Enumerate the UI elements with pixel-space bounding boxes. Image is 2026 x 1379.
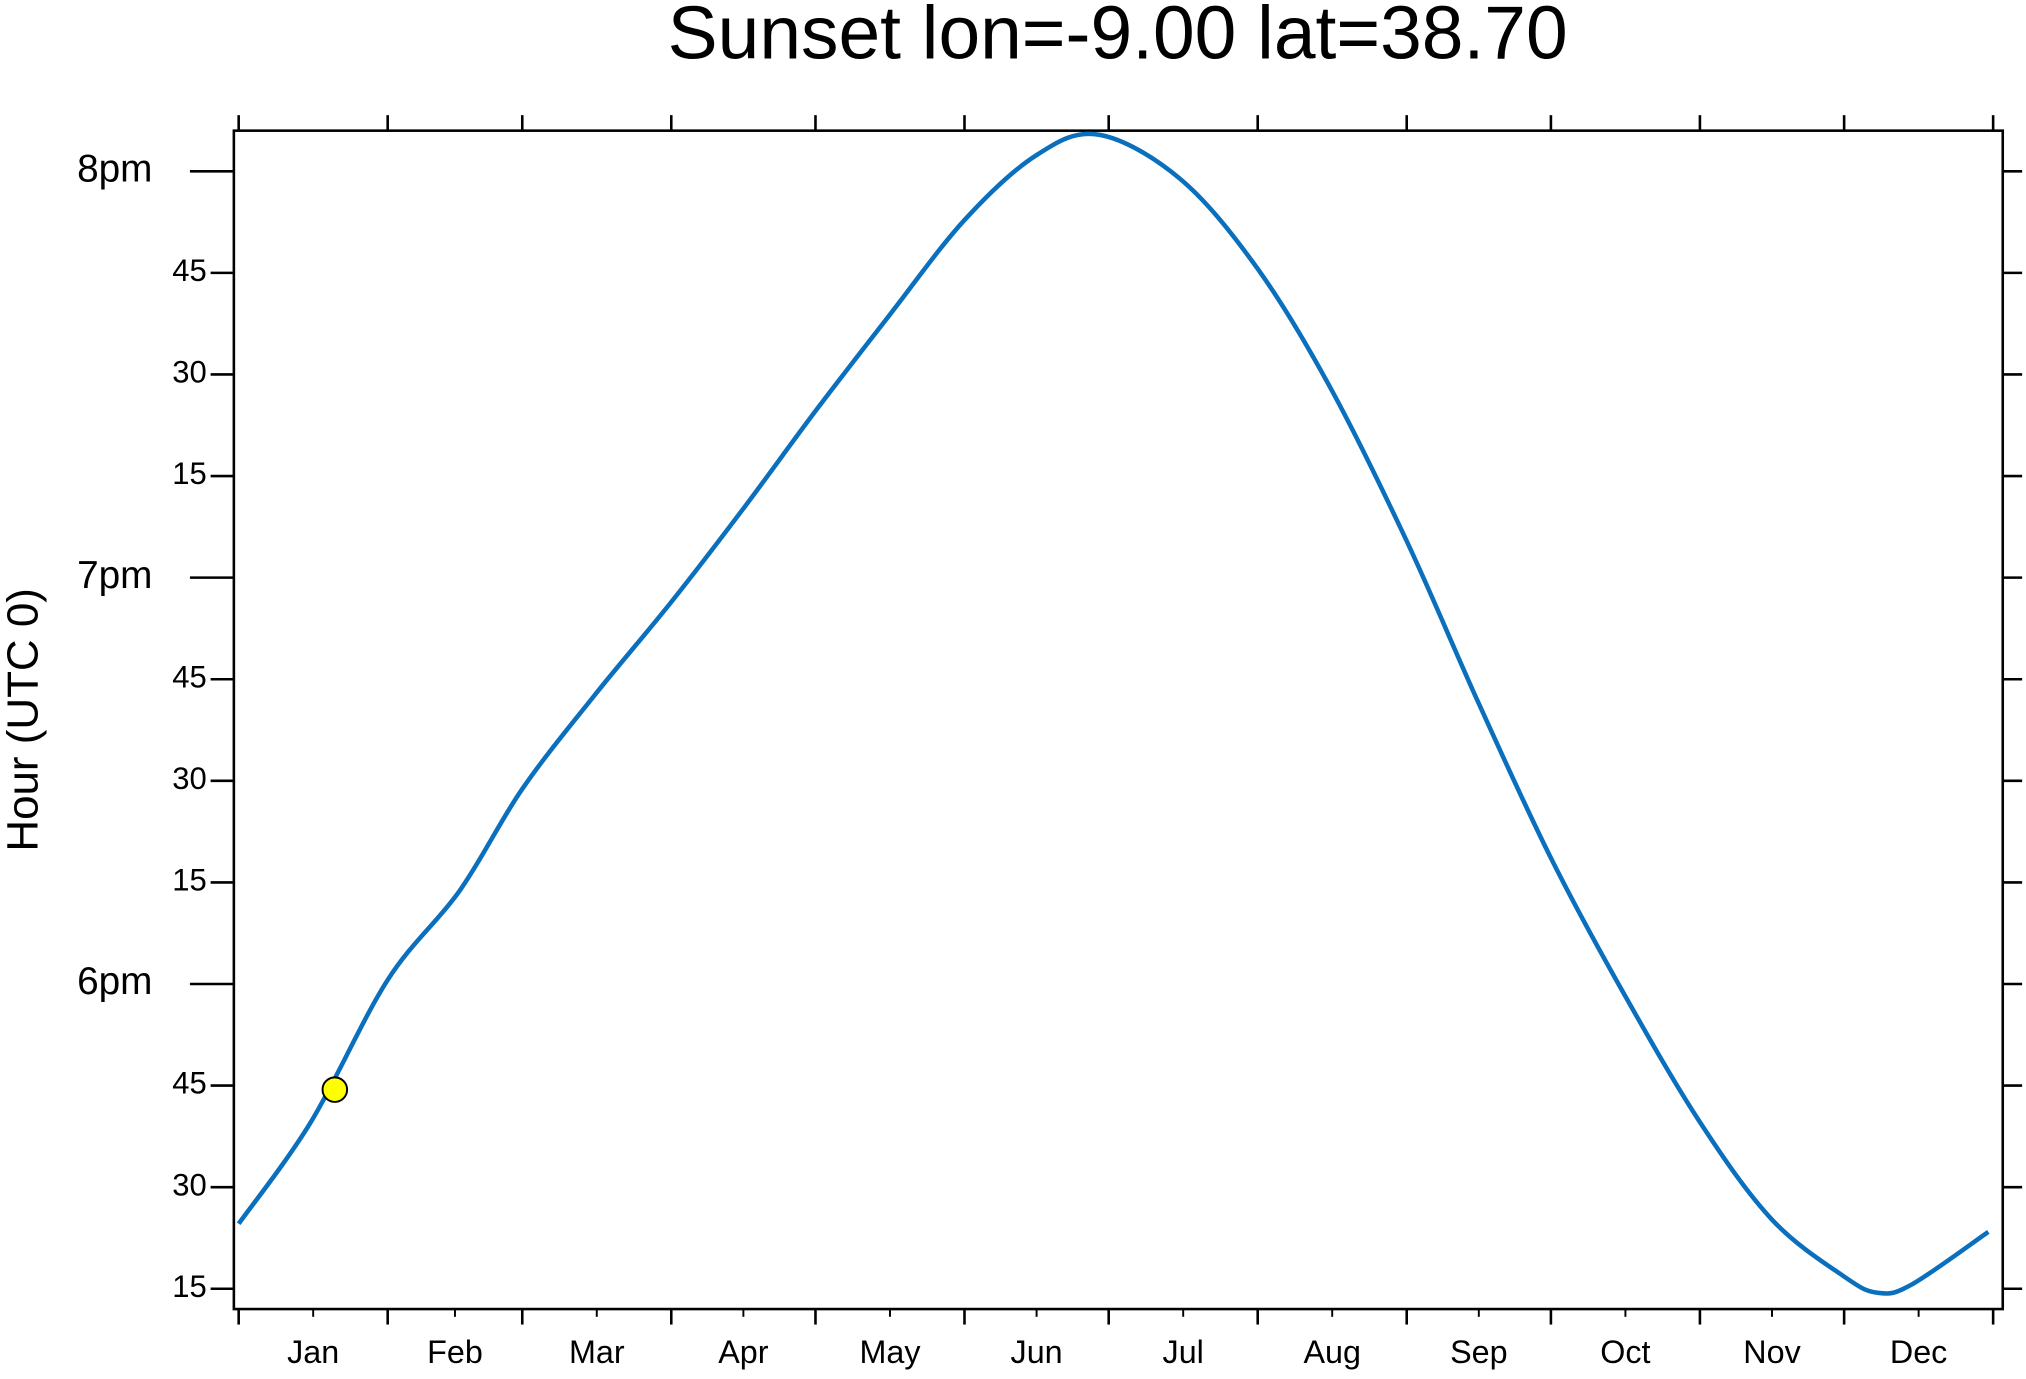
- x-tick-label: Nov: [1743, 1334, 1801, 1370]
- chart-title: Sunset lon=-9.00 lat=38.70: [668, 0, 1568, 75]
- x-tick-label: Mar: [569, 1334, 625, 1370]
- y-tick-label: 45: [172, 1066, 206, 1101]
- x-tick-label: Oct: [1600, 1334, 1650, 1370]
- y-tick-label: 15: [172, 863, 206, 898]
- y-tick-label: 30: [172, 1167, 206, 1202]
- y-tick-label: 30: [172, 355, 206, 390]
- x-tick-label: Feb: [427, 1334, 483, 1370]
- y-axis-label: Hour (UTC 0): [0, 588, 47, 852]
- y-tick-label: 15: [172, 456, 206, 491]
- x-tick-label: Sep: [1450, 1334, 1507, 1370]
- y-tick-label: 45: [172, 659, 206, 694]
- y-tick-label: 8pm: [77, 148, 152, 191]
- x-tick-label: May: [859, 1334, 921, 1370]
- y-tick-label: 15: [172, 1269, 206, 1304]
- y-tick-label: 30: [172, 761, 206, 796]
- current-date-marker: [321, 1076, 349, 1103]
- x-tick-label: Aug: [1303, 1334, 1360, 1370]
- y-tick-label: 45: [172, 253, 206, 288]
- sunset-line: [236, 131, 1990, 1296]
- x-tick-label: Apr: [718, 1334, 769, 1370]
- x-tick-label: Jan: [287, 1334, 339, 1370]
- plot-frame: [232, 129, 2005, 1311]
- x-tick-label: Jul: [1163, 1334, 1204, 1370]
- x-tick-label: Dec: [1890, 1334, 1947, 1370]
- y-tick-label: 7pm: [77, 554, 152, 597]
- y-tick-label: 6pm: [77, 960, 152, 1003]
- x-tick-label: Jun: [1011, 1334, 1063, 1370]
